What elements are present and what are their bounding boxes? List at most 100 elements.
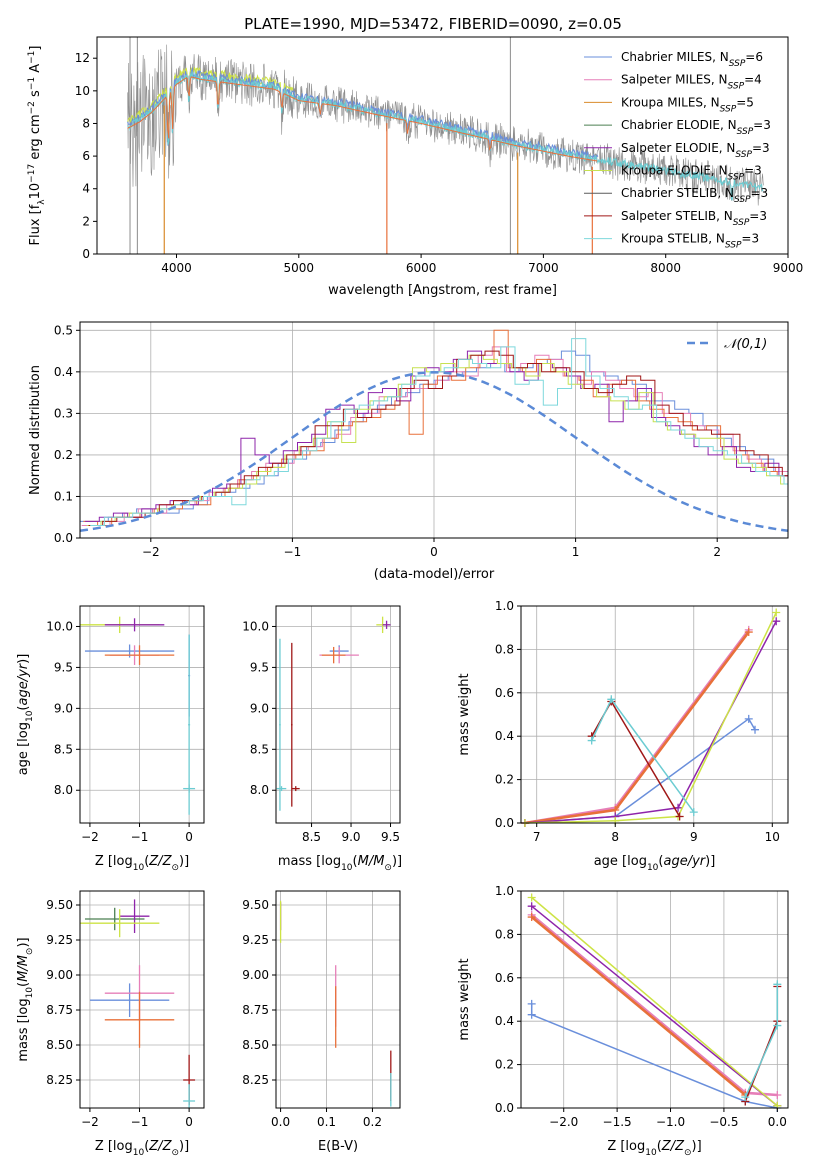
- legend-entry: Kroupa MILES, NSSP=5: [621, 95, 754, 114]
- x-tick-label: 0.1: [317, 1115, 336, 1129]
- mass-age-panel: 8.5 9.0 9.5 8.0 8.5 9.0 9.5 10.0 mass [log10(M/M…: [242, 605, 402, 873]
- y-tick-label: 0.4: [495, 1014, 514, 1028]
- x-axis-label: age [log10(age/yr)]: [594, 854, 716, 873]
- y-tick-label: 0.4: [495, 729, 514, 743]
- y-tick-label: 0.2: [495, 1058, 514, 1072]
- weight-series-line: [524, 717, 756, 824]
- weight-series-line: [530, 916, 747, 1096]
- weight-marker: [772, 617, 781, 626]
- z-age-plot-area: [80, 616, 196, 815]
- y-tick-label: 9.00: [242, 968, 269, 982]
- y-tick-label: 9.5: [54, 660, 73, 674]
- legend-entry: Chabrier ELODIE, NSSP=3: [621, 118, 771, 137]
- age-weight-panel: 7 8 9 10 0.0 0.2 0.4 0.6 0.8 1.0 mass weight age [l…: [457, 599, 789, 873]
- axes-frame: [275, 890, 401, 1109]
- x-tick-label: 6000: [406, 261, 437, 275]
- y-axis-label: mass weight: [457, 673, 472, 755]
- x-tick-label: 0.0: [768, 1115, 787, 1129]
- y-tick-label: 9.50: [242, 898, 269, 912]
- x-tick-label: 8: [611, 830, 619, 844]
- x-axis-label: mass [log10(M/M⊙)]: [278, 854, 402, 873]
- x-tick-label: 0: [430, 545, 438, 559]
- axes-frame: [275, 605, 401, 824]
- x-tick-label: −2: [81, 1115, 99, 1129]
- x-tick-label: −2: [142, 545, 160, 559]
- histogram-step-line: [90, 338, 788, 526]
- x-axis-label: wavelength [Angstrom, rest frame]: [328, 283, 557, 298]
- y-tick-label: 8.0: [250, 783, 269, 797]
- x-tick-label: −2: [81, 830, 99, 844]
- y-tick-label: 0.0: [495, 816, 514, 830]
- y-tick-label: 0.6: [495, 971, 514, 985]
- y-tick-label: 0.0: [54, 531, 73, 545]
- x-tick-label: 4000: [161, 261, 192, 275]
- x-axis-label: Z [log10(Z/Z⊙)]: [95, 1139, 189, 1158]
- axes-frame: [520, 605, 789, 824]
- x-tick-label: 8000: [650, 261, 681, 275]
- weight-marker: [744, 714, 753, 723]
- weight-marker: [527, 913, 536, 922]
- weight-series-line: [524, 631, 750, 825]
- x-tick-label: 9000: [773, 261, 804, 275]
- weight-series-line: [524, 620, 777, 824]
- mass-age-plot-area: [276, 616, 391, 811]
- y-tick-label: 0.5: [54, 323, 73, 337]
- legend-entry: Chabrier MILES, NSSP=6: [621, 50, 763, 69]
- x-tick-label: 10: [765, 830, 780, 844]
- ebv-mass-plot-area: [279, 900, 392, 1107]
- y-tick-label: 10.0: [242, 619, 269, 633]
- weight-marker: [751, 725, 760, 734]
- weight-marker: [607, 695, 616, 704]
- x-tick-label: −2.0: [549, 1115, 578, 1129]
- weight-marker: [773, 1021, 782, 1030]
- weight-series-line: [531, 905, 778, 1107]
- weight-marker: [741, 1093, 750, 1102]
- spectrum-legend: Chabrier MILES, NSSP=6 Salpeter MILES, NS…: [584, 50, 771, 251]
- weight-marker: [527, 999, 536, 1008]
- x-tick-label: 8.5: [302, 830, 321, 844]
- weight-series-line: [524, 612, 777, 824]
- y-tick-label: 0.6: [495, 686, 514, 700]
- y-tick-label: 0.3: [54, 406, 73, 420]
- weight-series-line: [531, 896, 778, 1107]
- weight-marker: [527, 893, 536, 902]
- legend-entry: Chabrier STELIB, NSSP=3: [621, 186, 768, 205]
- legend-entry: Kroupa ELODIE, NSSP=3: [621, 164, 762, 183]
- y-tick-label: 1.0: [495, 599, 514, 613]
- y-tick-label: 10: [75, 84, 90, 98]
- y-tick-label: 12: [75, 51, 90, 65]
- y-tick-label: 8.5: [250, 742, 269, 756]
- y-tick-label: 8.75: [46, 1003, 73, 1017]
- y-tick-label: 9.25: [242, 933, 269, 947]
- y-axis-label: age [log10(age/yr)]: [16, 654, 35, 776]
- weight-series-line: [744, 984, 779, 1098]
- z-age-panel: −2 −1 0 8.0 8.5 9.0 9.5 10.0 Z [log10(Z/Z⊙)] age …: [16, 605, 205, 873]
- data-spectrum-line: [127, 44, 764, 206]
- x-tick-label: 0: [185, 830, 193, 844]
- x-tick-label: 9.0: [341, 830, 360, 844]
- x-tick-label: 7: [533, 830, 541, 844]
- x-tick-label: −1: [284, 545, 302, 559]
- model-spectrum-line-orange: [127, 76, 598, 162]
- histogram-step-line: [86, 354, 788, 526]
- y-tick-label: 2: [82, 214, 90, 228]
- weight-marker: [744, 628, 753, 637]
- y-tick-label: 0.4: [54, 365, 73, 379]
- weight-marker: [773, 1090, 782, 1099]
- y-tick-label: 1.0: [495, 884, 514, 898]
- y-tick-label: 0.8: [495, 642, 514, 656]
- y-tick-label: 9.00: [46, 968, 73, 982]
- weight-marker: [772, 608, 781, 617]
- weight-marker: [527, 902, 536, 911]
- legend-entry: 𝒩(0,1): [724, 337, 767, 352]
- x-tick-label: 5000: [284, 261, 315, 275]
- z-mass-panel: −2 −1 0 8.25 8.50 8.75 9.00 9.25 9.50 Z [log10(Z/…: [16, 890, 205, 1158]
- x-tick-label: −1: [131, 1115, 149, 1129]
- histogram-step-line: [88, 350, 788, 526]
- x-tick-label: 0: [185, 1115, 193, 1129]
- model-spectrum-line: [127, 71, 764, 201]
- weight-marker: [675, 812, 684, 821]
- y-axis-label: mass weight: [457, 958, 472, 1040]
- histogram-step-line: [85, 350, 788, 522]
